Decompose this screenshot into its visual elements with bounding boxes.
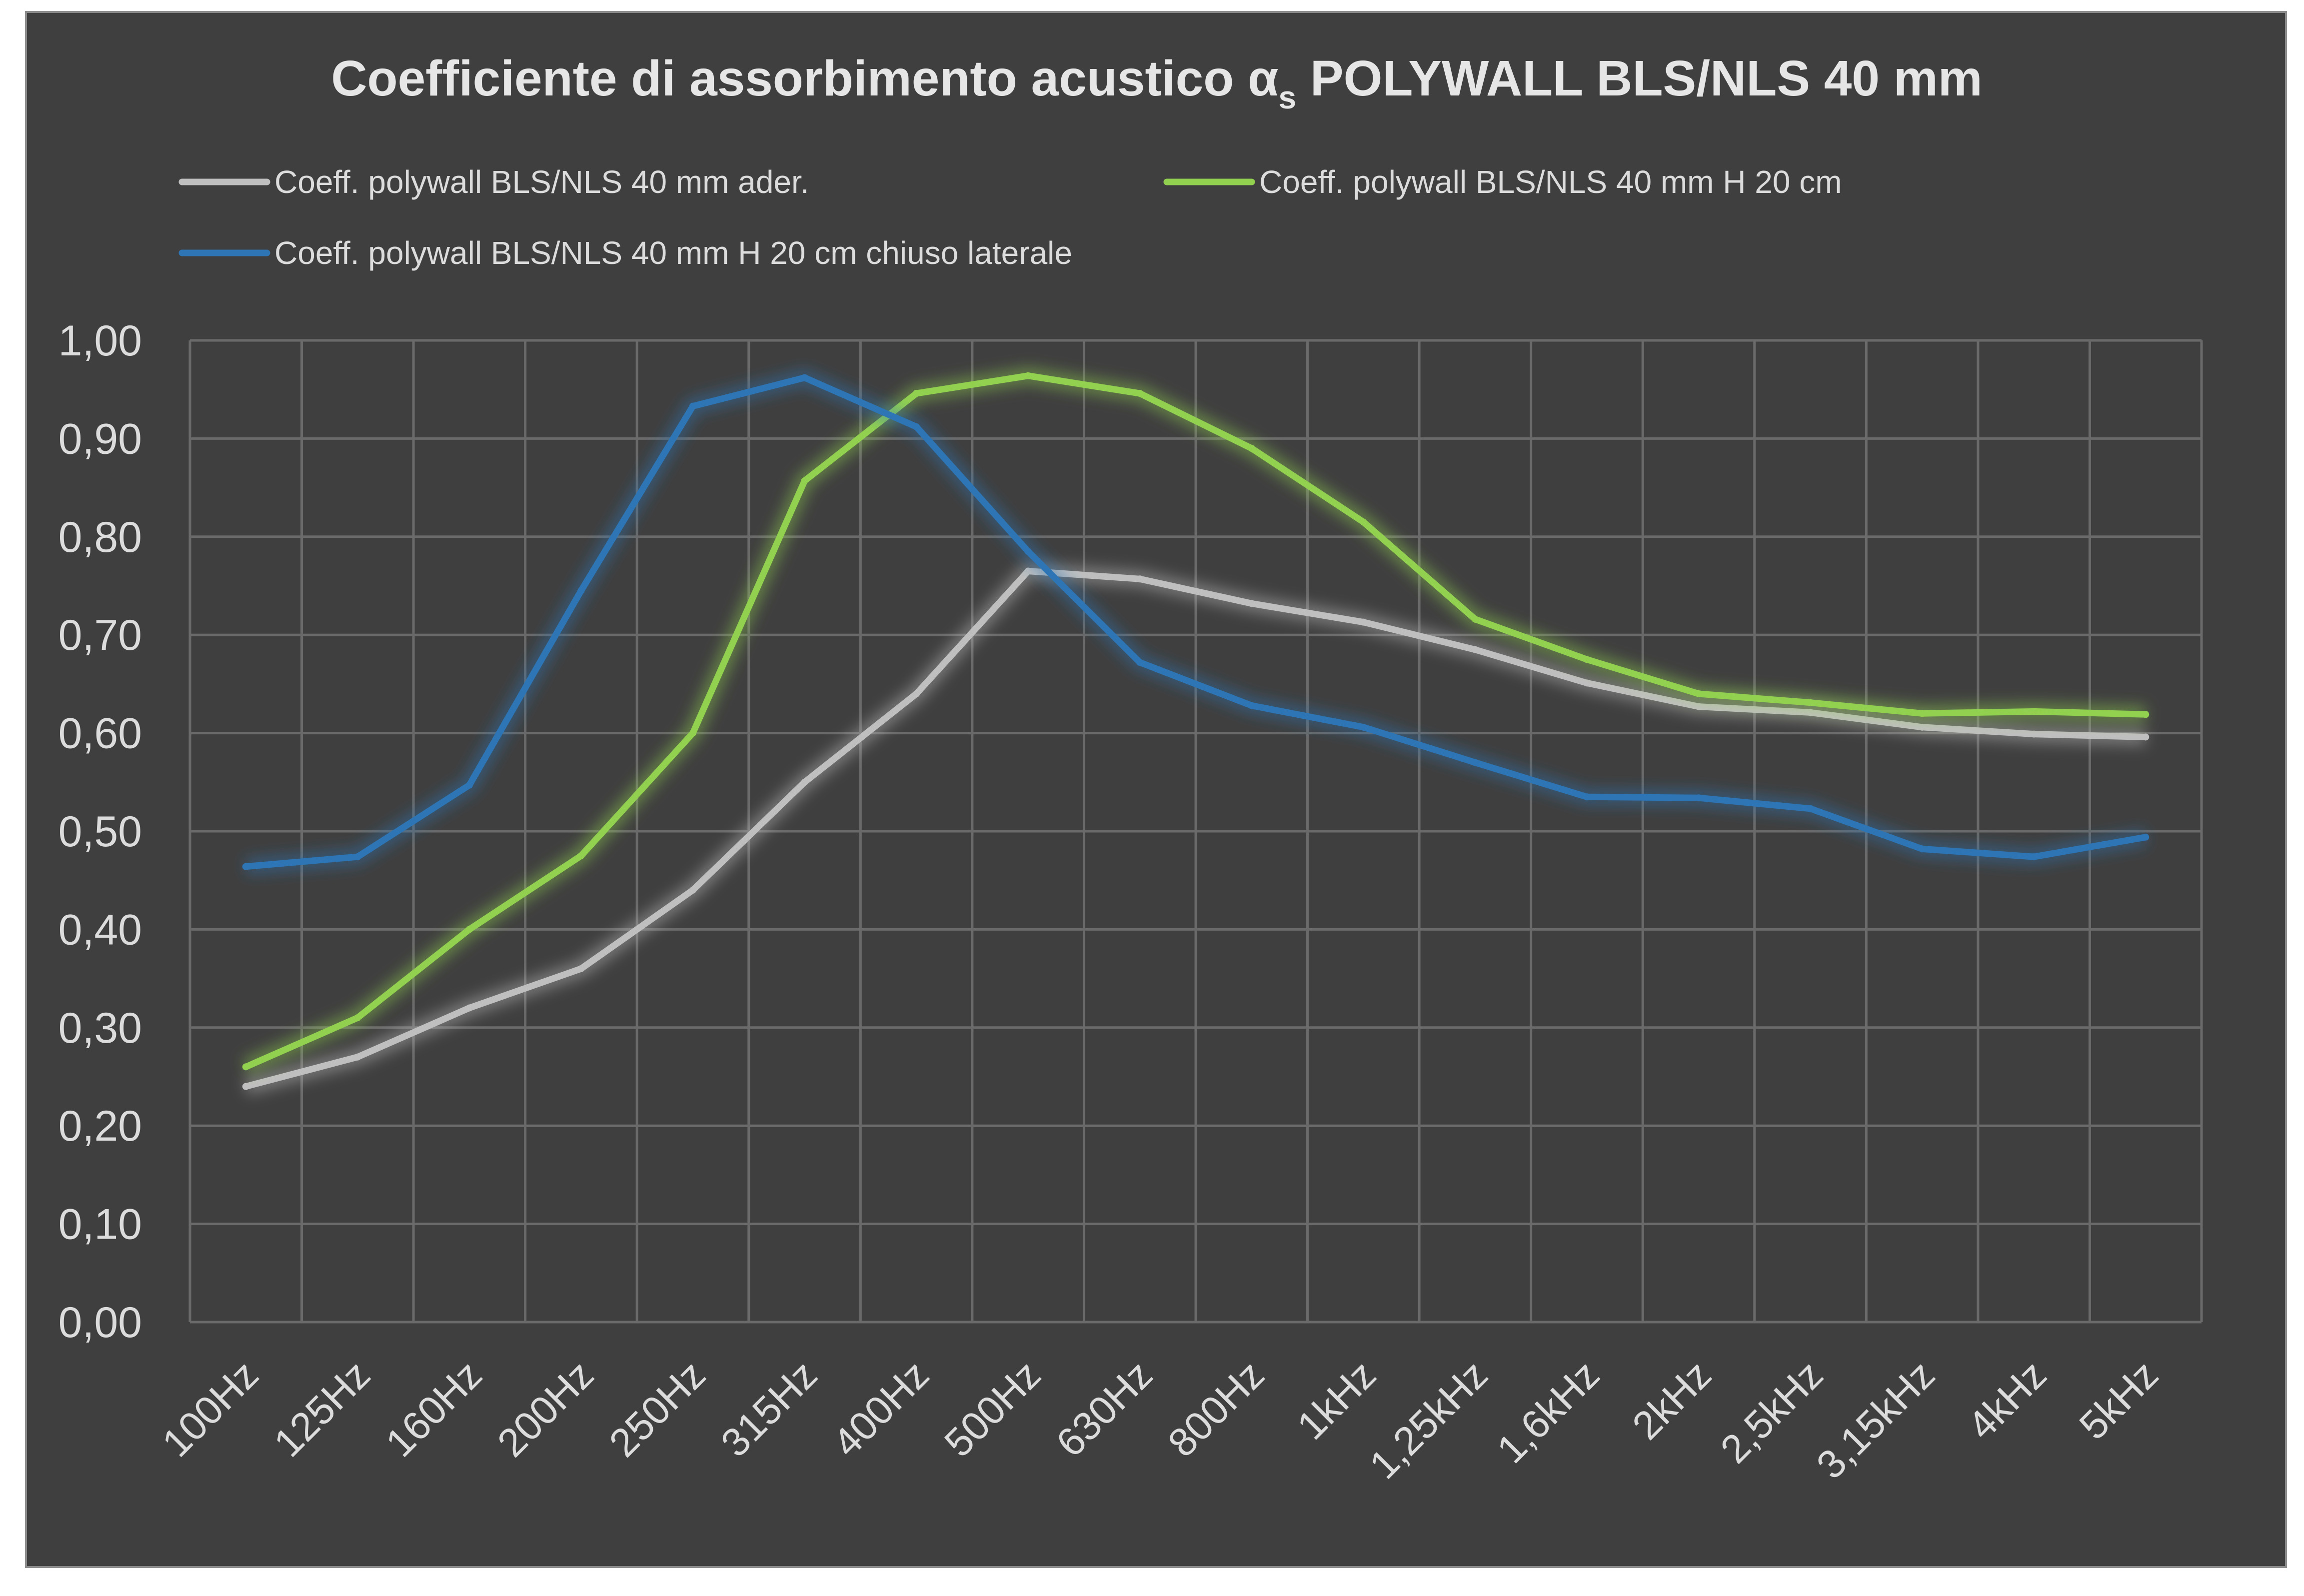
title-suffix: POLYWALL BLS/NLS 40 mm [1296,50,1983,106]
x-tick-label: 315Hz [712,1352,825,1465]
chart-title: Coefficiente di assorbimento acustico αs… [331,50,1982,115]
data-point [1248,600,1255,607]
data-point [689,402,696,410]
y-tick-label: 0,10 [58,1201,142,1249]
gridlines [188,339,2203,1324]
x-tick-label: 160Hz [377,1352,490,1465]
data-point [354,1053,361,1061]
data-point [242,1083,249,1090]
data-point [1360,723,1367,731]
x-tick-label: 400Hz [824,1352,937,1465]
data-point [577,587,585,594]
x-tick-label: 250Hz [601,1352,714,1465]
line-chart: Coefficiente di assorbimento acustico αs… [58,50,2203,1488]
data-point [242,1063,249,1071]
data-point [2142,833,2150,841]
legend: Coeff. polywall BLS/NLS 40 mm ader. Coeff… [178,164,1842,271]
y-tick-label: 0,40 [58,906,142,954]
data-point [1807,699,1814,706]
x-tick-label: 630Hz [1048,1352,1161,1465]
y-tick-label: 0,30 [58,1004,142,1052]
data-point [1695,690,1702,698]
series-line-1 [242,568,2149,1090]
data-point [1136,575,1144,583]
x-tick-label: 1kHz [1289,1352,1385,1448]
data-point [2030,853,2038,861]
y-tick-label: 0,50 [58,808,142,856]
x-tick-label: 800Hz [1159,1352,1272,1465]
data-point [689,729,696,737]
data-point [1136,659,1144,666]
x-tick-label: 2kHz [1624,1352,1720,1448]
data-point [1024,548,1032,555]
y-axis-tick-labels: 0,00 0,10 0,20 0,30 0,40 0,50 0,60 0,70 0,80 0,90… [58,317,142,1347]
legend-label: Coeff. polywall BLS/NLS 40 mm ader. [274,164,809,200]
y-tick-label: 0,20 [58,1102,142,1150]
data-point [1919,710,1926,717]
y-tick-label: 0,60 [58,710,142,758]
data-point [1583,793,1591,801]
data-point [1136,390,1144,397]
data-point [1583,679,1591,687]
x-tick-label: 1,6kHz [1488,1352,1608,1472]
data-point [465,781,473,789]
data-point [913,423,920,430]
x-tick-label: 5kHz [2071,1352,2167,1448]
data-point [242,863,249,870]
data-point [1248,445,1255,452]
data-point [801,374,808,381]
data-point [689,886,696,894]
x-tick-label: 125Hz [265,1352,378,1465]
data-point [1919,723,1926,731]
data-point [1695,703,1702,710]
y-tick-label: 0,00 [58,1299,142,1347]
data-point [2030,730,2038,738]
x-tick-label: 4kHz [1959,1352,2055,1448]
data-point [577,852,585,860]
data-point [2142,711,2150,718]
data-point [2030,708,2038,715]
data-point [801,778,808,786]
legend-label: Coeff. polywall BLS/NLS 40 mm H 20 cm ch… [274,235,1072,271]
data-point [1583,656,1591,663]
data-point [1024,372,1032,379]
data-point [1471,646,1479,653]
data-point [913,390,920,397]
data-point [354,1014,361,1022]
data-point [1919,845,1926,853]
data-point [1024,567,1032,575]
data-point [2142,733,2150,741]
data-point [354,853,361,861]
y-tick-label: 0,90 [58,415,142,463]
data-point [801,477,808,484]
data-point [465,926,473,933]
y-tick-label: 1,00 [58,317,142,365]
data-point [465,1004,473,1012]
data-point [913,690,920,698]
x-tick-label: 1,25kHz [1361,1352,1496,1487]
chart-frame: Coefficiente di assorbimento acustico αs… [25,11,2287,1568]
data-point [1360,618,1367,626]
data-point [577,965,585,972]
data-point [1471,615,1479,623]
x-tick-label: 500Hz [936,1352,1049,1465]
title-subscript: s [1279,79,1297,115]
data-point [1695,794,1702,802]
data-point [1471,759,1479,766]
data-point [1807,805,1814,812]
data-point [1360,518,1367,526]
x-tick-label: 200Hz [489,1352,602,1465]
series-line-2 [242,372,2149,1070]
legend-label: Coeff. polywall BLS/NLS 40 mm H 20 cm [1259,164,1842,200]
x-tick-label: 3,15kHz [1808,1352,1943,1487]
data-point [1248,702,1255,709]
series-line-3 [242,374,2149,870]
y-tick-label: 0,80 [58,513,142,561]
x-axis-tick-labels: 100Hz125Hz160Hz200Hz250Hz315Hz400Hz500Hz… [153,1352,2167,1487]
y-tick-label: 0,70 [58,611,142,659]
x-tick-label: 100Hz [153,1352,266,1465]
series-lines [242,367,2150,1095]
